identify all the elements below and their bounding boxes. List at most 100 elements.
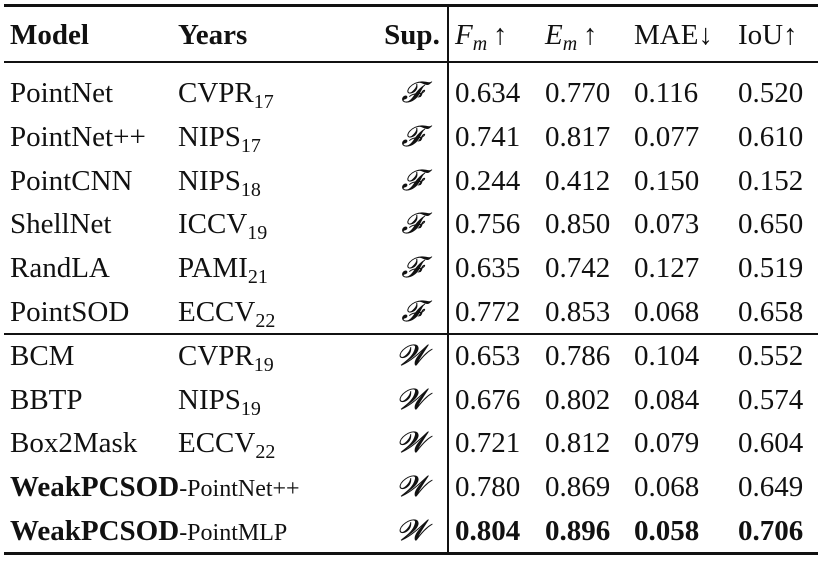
metric-value: 0.068 bbox=[634, 296, 700, 328]
metric-value: 0.653 bbox=[455, 339, 521, 372]
model-bold: WeakPCSOD bbox=[10, 471, 180, 504]
value-cell: 0.653 bbox=[455, 338, 520, 374]
value-cell: 0.772 bbox=[455, 294, 520, 330]
bottom-rule bbox=[4, 552, 818, 555]
value-cell: 0.804 bbox=[455, 513, 520, 549]
supervision: 𝓕 bbox=[401, 120, 423, 153]
metric-value: 0.604 bbox=[738, 427, 804, 460]
metric-value: 0.519 bbox=[738, 252, 804, 285]
metric-value: 0.706 bbox=[738, 515, 804, 547]
value-cell: 0.770 bbox=[545, 75, 610, 111]
venue: PAMI bbox=[178, 252, 248, 285]
metric-value: 0.850 bbox=[545, 208, 611, 241]
metric-value: 0.802 bbox=[545, 383, 611, 416]
model-name: Box2Mask bbox=[10, 427, 138, 460]
model-name: PointNet bbox=[10, 77, 114, 109]
header-cell: Sup. bbox=[384, 17, 440, 53]
value-cell: 0.650 bbox=[738, 206, 803, 242]
years-cell: CVPR19 bbox=[178, 338, 274, 375]
value-cell: 0.068 bbox=[634, 294, 699, 330]
model-bold: WeakPCSOD bbox=[10, 515, 180, 547]
column-rule bbox=[447, 6, 449, 553]
model-cell: WeakPCSOD-PointNet++ bbox=[10, 469, 300, 507]
value-cell: 0.634 bbox=[455, 75, 520, 111]
value-cell: 0.756 bbox=[455, 206, 520, 242]
value-cell: 0.869 bbox=[545, 469, 610, 505]
value-cell: 0.721 bbox=[455, 425, 520, 461]
top-rule bbox=[4, 4, 818, 7]
metric-value: 0.650 bbox=[738, 208, 804, 241]
metric-value: 0.152 bbox=[738, 164, 804, 197]
metric-value: 0.741 bbox=[455, 120, 521, 153]
venue-year: 18 bbox=[240, 178, 261, 201]
value-cell: 0.104 bbox=[634, 338, 699, 374]
header-text: Years bbox=[178, 19, 248, 51]
sup-cell: 𝓦 bbox=[397, 338, 427, 374]
value-cell: 0.068 bbox=[634, 469, 699, 505]
header-text: MAE↓ bbox=[634, 19, 713, 51]
years-cell: NIPS17 bbox=[178, 119, 261, 156]
header-sub: m bbox=[562, 33, 578, 55]
value-cell: 0.817 bbox=[545, 119, 610, 155]
header-cell: Fm ↑ bbox=[455, 17, 507, 55]
model-cell: PointNet++ bbox=[10, 119, 146, 155]
value-cell: 0.552 bbox=[738, 338, 803, 374]
venue: CVPR bbox=[178, 77, 254, 109]
metric-value: 0.412 bbox=[545, 164, 611, 197]
header-cell: Years bbox=[178, 17, 247, 53]
value-cell: 0.676 bbox=[455, 382, 520, 418]
years-cell: ECCV22 bbox=[178, 294, 275, 331]
years-cell: ICCV19 bbox=[178, 206, 267, 243]
metric-value: 0.780 bbox=[455, 471, 521, 504]
venue: ICCV bbox=[178, 208, 248, 241]
value-cell: 0.786 bbox=[545, 338, 610, 374]
metric-value: 0.574 bbox=[738, 383, 804, 416]
supervision: 𝓦 bbox=[396, 427, 428, 460]
supervision: 𝓕 bbox=[401, 252, 423, 285]
metric-value: 0.721 bbox=[455, 427, 521, 460]
supervision: 𝓦 bbox=[396, 471, 428, 504]
model-name: RandLA bbox=[10, 252, 110, 285]
model-cell: PointNet bbox=[10, 75, 113, 111]
header-cell: Em ↑ bbox=[545, 17, 597, 55]
metric-value: 0.756 bbox=[455, 208, 521, 241]
header-text: Sup. bbox=[384, 19, 440, 51]
header-sub: m bbox=[472, 33, 488, 55]
value-cell: 0.058 bbox=[634, 513, 699, 549]
supervision: 𝓦 bbox=[396, 339, 428, 372]
value-cell: 0.604 bbox=[738, 425, 803, 461]
supervision: 𝓦 bbox=[396, 383, 428, 416]
value-cell: 0.412 bbox=[545, 163, 610, 199]
years-cell: NIPS18 bbox=[178, 163, 261, 201]
value-cell: 0.127 bbox=[634, 250, 699, 286]
metric-value: 0.077 bbox=[634, 120, 700, 153]
venue-year: 19 bbox=[240, 397, 261, 420]
metric-value: 0.058 bbox=[634, 515, 700, 547]
sup-cell: 𝓕 bbox=[401, 206, 422, 242]
group-rule bbox=[4, 333, 818, 335]
metric-value: 0.896 bbox=[545, 515, 611, 547]
value-cell: 0.802 bbox=[545, 382, 610, 418]
venue: NIPS bbox=[178, 120, 241, 153]
metric-value: 0.649 bbox=[738, 471, 804, 504]
years-cell: CVPR17 bbox=[178, 75, 274, 113]
value-cell: 0.742 bbox=[545, 250, 610, 286]
sup-cell: 𝓦 bbox=[397, 513, 427, 549]
metric-value: 0.817 bbox=[545, 120, 611, 153]
metric-value: 0.150 bbox=[634, 164, 700, 197]
value-cell: 0.610 bbox=[738, 119, 803, 155]
sup-cell: 𝓕 bbox=[401, 119, 422, 155]
value-cell: 0.850 bbox=[545, 206, 610, 242]
venue-year: 22 bbox=[255, 441, 276, 464]
header-var: F bbox=[455, 19, 473, 51]
model-variant: -PointNet++ bbox=[179, 476, 300, 503]
value-cell: 0.658 bbox=[738, 294, 803, 330]
value-cell: 0.152 bbox=[738, 163, 803, 199]
years-cell: NIPS19 bbox=[178, 382, 261, 420]
venue-year: 17 bbox=[253, 91, 274, 113]
model-cell: WeakPCSOD-PointMLP bbox=[10, 513, 287, 551]
metric-value: 0.104 bbox=[634, 339, 700, 372]
header-cell: MAE↓ bbox=[634, 17, 713, 53]
model-variant: -PointMLP bbox=[179, 520, 288, 546]
metric-value: 0.770 bbox=[545, 77, 611, 109]
